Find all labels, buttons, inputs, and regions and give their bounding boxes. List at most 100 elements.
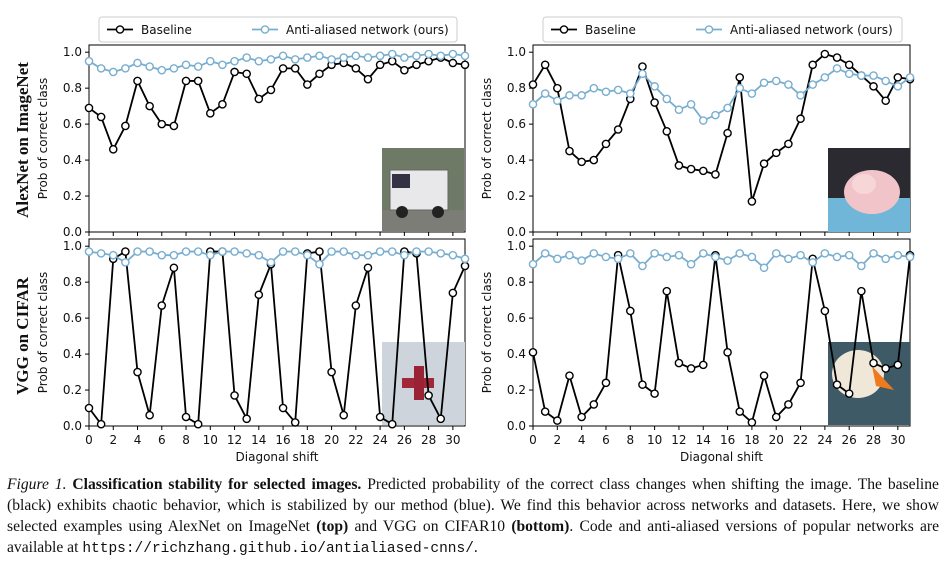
point [218, 100, 227, 109]
y-tick-label: 0.2 [63, 383, 82, 397]
point [133, 367, 142, 377]
point [181, 60, 191, 70]
point [601, 139, 611, 149]
y-tick-label: 0.6 [63, 117, 82, 131]
y-tick-label: 0.8 [63, 275, 82, 289]
series-line [88, 56, 466, 152]
point [205, 250, 215, 260]
point [869, 82, 878, 91]
point [400, 65, 409, 75]
legend-box [542, 16, 903, 43]
caption-emph: (top) [316, 518, 349, 535]
point [387, 56, 397, 66]
point [412, 247, 421, 256]
inset-photo [852, 174, 876, 194]
point [400, 53, 409, 62]
series-line [532, 67, 911, 122]
point [638, 62, 647, 71]
y-axis-label: Prob of correct class [36, 272, 50, 393]
point [193, 76, 203, 86]
point [589, 83, 599, 93]
point [157, 119, 167, 129]
point [278, 403, 288, 413]
point [857, 71, 866, 80]
point [553, 83, 562, 93]
point [686, 259, 696, 269]
point [339, 247, 349, 256]
point [735, 249, 745, 258]
point [448, 49, 458, 59]
point [662, 286, 672, 296]
x-tick-label: 8 [182, 433, 190, 447]
point [893, 82, 903, 91]
point [747, 418, 757, 427]
point [881, 96, 890, 106]
point [181, 412, 191, 422]
point [133, 247, 142, 256]
point [424, 391, 433, 400]
point [686, 100, 696, 109]
point [157, 250, 167, 260]
x-tick-label: 16 [275, 433, 290, 447]
point [363, 263, 373, 273]
point [96, 112, 106, 122]
point [327, 367, 336, 377]
point [601, 378, 611, 388]
point [278, 64, 288, 73]
point [771, 76, 781, 86]
point [412, 51, 421, 61]
point [315, 247, 324, 256]
figure: AlexNet on ImageNet VGG on CIFAR 0.0 0.2 0… [13, 16, 915, 464]
caption-text: and VGG on CIFAR10 [354, 518, 506, 535]
point [327, 247, 336, 256]
point [205, 56, 215, 66]
caption-text: . [473, 539, 478, 556]
point [771, 249, 781, 258]
point [254, 290, 264, 300]
series-line [88, 250, 466, 427]
legend-label: Baseline [141, 23, 192, 37]
point [436, 249, 446, 258]
y-tick-label: 0.0 [63, 225, 82, 239]
point [315, 69, 324, 79]
point [771, 412, 781, 422]
point [133, 58, 142, 68]
point [723, 128, 732, 138]
point [448, 58, 458, 68]
point [650, 249, 659, 258]
point [145, 410, 154, 420]
point [303, 80, 312, 89]
point [375, 51, 385, 61]
y-tick-label: 0.6 [63, 311, 82, 325]
point [315, 51, 324, 61]
y-tick-label: 1.0 [63, 45, 82, 59]
point [662, 94, 672, 104]
y-axis-label: Prob of correct class [480, 78, 494, 199]
point [881, 254, 890, 264]
point [674, 105, 684, 115]
point [121, 258, 130, 267]
point [784, 80, 793, 89]
point [375, 412, 385, 422]
point [723, 256, 732, 265]
point [145, 101, 154, 111]
point [662, 252, 672, 262]
x-tick-label: 0 [85, 433, 93, 447]
x-tick-label: 4 [578, 433, 586, 447]
point [540, 60, 550, 70]
point [577, 412, 586, 422]
point [460, 60, 470, 70]
point [290, 55, 300, 64]
y-tick-label: 0.8 [63, 81, 82, 95]
point [881, 364, 890, 373]
point [759, 159, 769, 168]
point [553, 96, 562, 106]
point [84, 56, 94, 66]
point [650, 98, 659, 107]
y-tick-label: 0.6 [507, 117, 526, 131]
point [905, 73, 915, 82]
x-tick-label: 2 [109, 433, 117, 447]
point [601, 87, 611, 97]
point [686, 364, 696, 373]
point [832, 53, 842, 62]
